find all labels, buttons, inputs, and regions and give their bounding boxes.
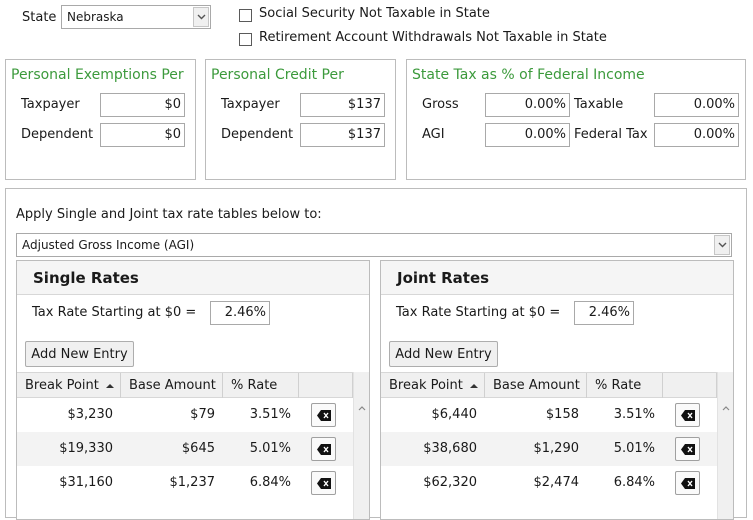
base-amount-cell: $1,290 [533,441,580,456]
single-rates-title: Single Rates [33,269,139,287]
rate-cell: 3.51% [613,407,655,422]
apply-select[interactable]: Adjusted Gross Income (AGI) [16,233,732,257]
joint-vertical-scrollbar[interactable] [717,372,733,519]
agi-field[interactable]: 0.00% [485,123,570,147]
social-security-label: Social Security Not Taxable in State [259,6,490,21]
retirement-checkbox[interactable] [239,33,252,46]
chevron-up-icon[interactable] [718,400,734,416]
group-title: State Tax as % of Federal Income [412,67,645,83]
delete-row-button[interactable] [311,471,336,495]
column-header-rate[interactable]: % Rate [587,373,663,398]
delete-row-button[interactable] [675,437,700,461]
gross-field[interactable]: 0.00% [485,93,570,117]
single-start-rate-field[interactable]: 2.46% [210,301,270,325]
state-select-value: Nebraska [67,10,124,24]
rate-cell: 6.84% [249,475,291,490]
apply-select-value: Adjusted Gross Income (AGI) [22,238,195,252]
personal-exemptions-group: Personal Exemptions Per Taxpayer $0 Depe… [5,59,196,180]
sort-up-icon [106,384,115,388]
single-grid-header: Break Point Base Amount % Rate [17,372,369,398]
delete-row-button[interactable] [311,437,336,461]
break-point-cell: $38,680 [423,441,477,456]
delete-row-button[interactable] [675,403,700,427]
rate-cell: 3.51% [249,407,291,422]
backspace-icon [680,443,695,455]
exemption-taxpayer-label: Taxpayer [21,97,80,112]
apply-label: Apply Single and Joint tax rate tables b… [16,207,322,222]
break-point-cell: $31,160 [59,475,113,490]
taxable-label: Taxable [574,97,624,112]
taxable-field[interactable]: 0.00% [654,93,739,117]
joint-rates-panel: Joint Rates Tax Rate Starting at $0 = 2.… [380,260,734,520]
table-row[interactable]: $19,330 $645 5.01% [17,432,353,466]
table-row[interactable]: $3,230 $79 3.51% [17,398,353,432]
break-point-cell: $19,330 [59,441,113,456]
federal-tax-label: Federal Tax [574,127,648,142]
state-label: State [22,10,57,25]
credit-dependent-field[interactable]: $137 [300,123,385,147]
table-row[interactable]: $38,680 $1,290 5.01% [381,432,717,466]
base-amount-cell: $158 [545,407,579,422]
exemption-taxpayer-field[interactable]: $0 [100,93,185,117]
single-rates-panel: Single Rates Tax Rate Starting at $0 = 2… [16,260,370,520]
exemption-dependent-field[interactable]: $0 [100,123,185,147]
table-row[interactable]: $6,440 $158 3.51% [381,398,717,432]
base-amount-cell: $645 [181,441,215,456]
rate-cell: 5.01% [613,441,655,456]
column-header-base-amount[interactable]: Base Amount [485,373,587,398]
gross-label: Gross [422,97,459,112]
joint-rates-header: Joint Rates [381,261,733,295]
base-amount-cell: $1,237 [169,475,216,490]
credit-taxpayer-field[interactable]: $137 [300,93,385,117]
social-security-checkbox[interactable] [239,9,252,22]
delete-row-button[interactable] [675,471,700,495]
backspace-icon [316,477,331,489]
break-point-cell: $62,320 [423,475,477,490]
column-header-break-point[interactable]: Break Point [381,373,485,398]
delete-row-button[interactable] [311,403,336,427]
group-title: Personal Exemptions Per [11,67,184,83]
sort-up-icon [470,384,479,388]
rate-cell: 5.01% [249,441,291,456]
joint-start-label: Tax Rate Starting at $0 = [396,305,561,320]
state-select[interactable]: Nebraska [61,5,211,29]
break-point-cell: $6,440 [431,407,478,422]
table-row[interactable]: $31,160 $1,237 6.84% [17,466,353,500]
base-amount-cell: $79 [190,407,215,422]
single-vertical-scrollbar[interactable] [353,372,369,519]
joint-start-rate-field[interactable]: 2.46% [574,301,634,325]
column-header-break-point[interactable]: Break Point [17,373,121,398]
backspace-icon [680,409,695,421]
single-start-label: Tax Rate Starting at $0 = [32,305,197,320]
retirement-label: Retirement Account Withdrawals Not Taxab… [259,30,607,45]
column-header-rate[interactable]: % Rate [223,373,299,398]
rate-cell: 6.84% [613,475,655,490]
backspace-icon [680,477,695,489]
joint-add-entry-button[interactable]: Add New Entry [389,341,498,367]
chevron-down-icon[interactable] [714,235,730,255]
column-header-actions [299,373,353,398]
table-row[interactable]: $62,320 $2,474 6.84% [381,466,717,500]
state-tax-percent-group: State Tax as % of Federal Income Gross 0… [406,59,746,180]
break-point-cell: $3,230 [67,407,114,422]
federal-tax-field[interactable]: 0.00% [654,123,739,147]
single-rates-header: Single Rates [17,261,369,295]
backspace-icon [316,409,331,421]
chevron-down-icon[interactable] [193,7,209,27]
credit-taxpayer-label: Taxpayer [221,97,280,112]
joint-rates-title: Joint Rates [397,269,490,287]
backspace-icon [316,443,331,455]
exemption-dependent-label: Dependent [21,127,94,142]
credit-dependent-label: Dependent [221,127,294,142]
agi-label: AGI [422,127,445,142]
chevron-up-icon[interactable] [354,400,370,416]
group-title: Personal Credit Per [211,67,344,83]
base-amount-cell: $2,474 [533,475,580,490]
column-header-actions [663,373,717,398]
single-add-entry-button[interactable]: Add New Entry [25,341,134,367]
joint-grid-header: Break Point Base Amount % Rate [381,372,733,398]
column-header-base-amount[interactable]: Base Amount [121,373,223,398]
personal-credit-group: Personal Credit Per Taxpayer $137 Depend… [205,59,396,180]
